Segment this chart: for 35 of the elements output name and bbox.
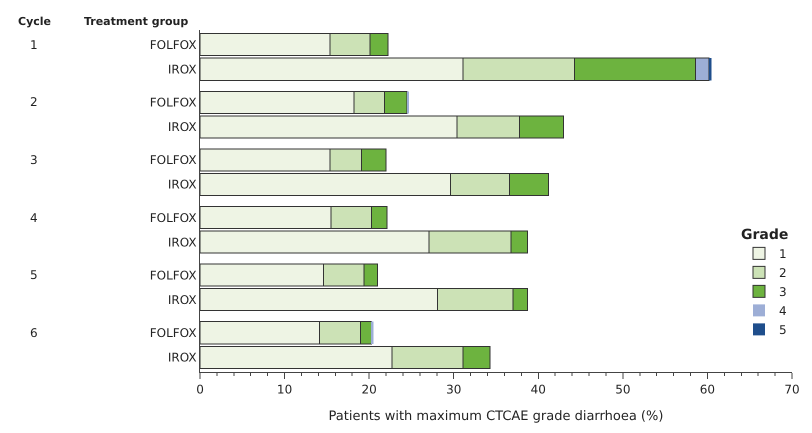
text: 5 [30,268,38,282]
legend-label: 5 [779,323,787,338]
legend-label: 2 [779,266,787,280]
text: Cycle [18,15,51,28]
x-tick-label: 70 [784,382,800,396]
x-tick-label: 50 [615,382,630,396]
y-tick-label: IROX [168,178,197,192]
y-tick-label: FOLFOX [150,153,197,168]
legend-label: 3 [779,285,787,300]
y-tick-label: IROX [168,292,197,307]
y-tick-label: FOLFOX [150,326,197,340]
text: 6 [30,326,38,340]
x-tick-label: 20 [362,382,377,396]
text: 2 [30,95,38,109]
y-tick-label: FOLFOX [150,96,197,110]
legend-label: 4 [779,304,787,318]
legend-label: 1 [779,247,787,262]
x-tick-label: 60 [700,382,716,396]
y-tick-label: FOLFOX [150,268,197,282]
text: 3 [30,153,38,167]
text: 1 [30,38,38,52]
y-tick-label: IROX [168,62,197,76]
text: Treatment group [84,15,188,28]
y-tick-label: FOLFOX [150,210,197,225]
legend-title: Grade [741,226,788,243]
y-tick-label: IROX [168,235,197,250]
x-axis-title: Patients with maximum CTCAE grade diarrhoea (%) [328,409,664,424]
y-tick-label: FOLFOX [150,38,197,52]
y-tick-label: IROX [168,350,197,364]
x-tick-label: 40 [530,382,546,396]
y-tick-label: IROX [168,120,197,134]
x-tick-label: 10 [276,382,292,396]
x-tick-label: 0 [196,382,204,396]
text: 4 [30,211,38,225]
x-tick-label: 30 [446,382,462,396]
